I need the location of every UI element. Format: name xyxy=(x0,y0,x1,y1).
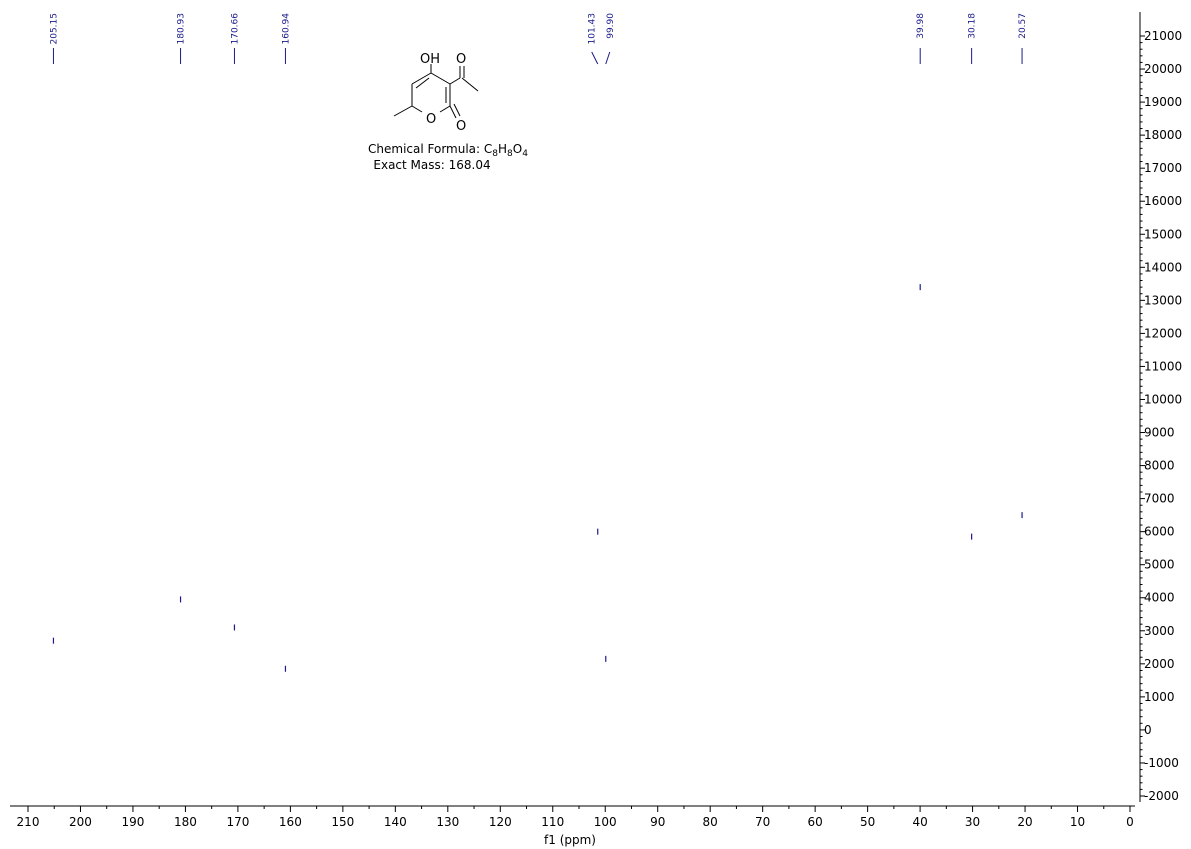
formula-part: 8 xyxy=(492,149,498,159)
x-tick-label: 40 xyxy=(912,815,927,829)
chemical-formula: Chemical Formula: C8H8O4 xyxy=(368,142,528,159)
formula-part: H xyxy=(498,142,507,156)
data-points xyxy=(52,284,1023,672)
y-tick-label: 18000 xyxy=(1144,128,1182,142)
formula-part: C xyxy=(484,142,492,156)
x-tick-label: 70 xyxy=(755,815,770,829)
x-tick-label: 130 xyxy=(436,815,459,829)
x-tick-label: 50 xyxy=(860,815,875,829)
x-tick-label: 160 xyxy=(279,815,302,829)
peak-label: 30.18 xyxy=(968,13,978,39)
y-axis: -2000 -1000 0 1000 2000 3000 4000 5000 6000 7000 8… xyxy=(1139,12,1182,803)
peak-label: 101.43 xyxy=(588,13,598,45)
y-tick-label: 8000 xyxy=(1144,459,1175,473)
y-tick-label: 7000 xyxy=(1144,492,1175,506)
x-tick-label: 190 xyxy=(121,815,144,829)
peak-label: 205.15 xyxy=(49,13,59,45)
y-tick-label: 2000 xyxy=(1144,657,1175,671)
y-tick-label: 11000 xyxy=(1144,359,1182,373)
x-tick-label: 150 xyxy=(331,815,354,829)
x-tick-label: 80 xyxy=(703,815,718,829)
peak-label: 39.98 xyxy=(916,13,926,39)
x-tick-label: 0 xyxy=(1126,815,1134,829)
x-tick-label: 110 xyxy=(541,815,564,829)
x-tick-label: 60 xyxy=(808,815,823,829)
x-tick-label: 120 xyxy=(489,815,512,829)
y-tick-label: 6000 xyxy=(1144,525,1175,539)
x-tick-label: 140 xyxy=(384,815,407,829)
peak-label-leader xyxy=(605,51,611,65)
peak-label: 170.66 xyxy=(230,13,240,45)
chemical-structure xyxy=(393,64,479,119)
y-tick-label: 17000 xyxy=(1144,161,1182,175)
x-tick-label: 200 xyxy=(69,815,92,829)
x-tick-label: 30 xyxy=(965,815,980,829)
formula-part: O xyxy=(513,142,522,156)
y-tick-label: 1000 xyxy=(1144,690,1175,704)
atom-label-carbonyl-oxygen: O xyxy=(456,52,466,67)
peak-label-leader xyxy=(591,51,599,65)
x-tick-label: 180 xyxy=(174,815,197,829)
y-tick-label: 16000 xyxy=(1144,194,1182,208)
peak-annotations: 205.15 180.93 170.66 160.94 101.43 99.90 39.98… xyxy=(49,13,1028,65)
y-tick-label: 3000 xyxy=(1144,624,1175,638)
x-tick-label: 100 xyxy=(594,815,617,829)
y-tick-label: -2000 xyxy=(1144,789,1179,803)
y-tick-label: 15000 xyxy=(1144,227,1182,241)
x-tick-label: 90 xyxy=(650,815,665,829)
atom-label-lactone-oxygen: O xyxy=(456,119,466,134)
formula-part: 8 xyxy=(507,149,513,159)
x-tick-label: 20 xyxy=(1017,815,1032,829)
y-tick-label: 21000 xyxy=(1144,29,1182,43)
y-tick-label: 5000 xyxy=(1144,558,1175,572)
y-tick-label: 20000 xyxy=(1144,62,1182,76)
x-tick-label: 170 xyxy=(226,815,249,829)
y-tick-label: 13000 xyxy=(1144,293,1182,307)
y-tick-label: 19000 xyxy=(1144,95,1182,109)
atom-label-ring-oxygen: O xyxy=(426,112,436,127)
atom-label-oh: OH xyxy=(420,52,440,67)
peak-label: 180.93 xyxy=(177,13,187,45)
x-tick-label: 210 xyxy=(17,815,40,829)
y-tick-label: 9000 xyxy=(1144,426,1175,440)
peak-label: 99.90 xyxy=(606,13,616,39)
y-tick-label: 14000 xyxy=(1144,260,1182,274)
peak-label: 160.94 xyxy=(281,13,291,45)
formula-prefix: Chemical Formula: xyxy=(368,142,484,156)
x-tick-label: 10 xyxy=(1070,815,1085,829)
y-tick-label: 12000 xyxy=(1144,326,1182,340)
y-tick-label: 4000 xyxy=(1144,591,1175,605)
exact-mass: Exact Mass: 168.04 xyxy=(373,158,490,172)
peak-label: 20.57 xyxy=(1018,13,1028,39)
formula-part: 4 xyxy=(522,149,528,159)
x-axis-title: f1 (ppm) xyxy=(544,833,596,847)
x-axis: 210 200 190 180 170 160 150 140 130 120 110 100 90 80… xyxy=(10,805,1135,829)
y-tick-label: 0 xyxy=(1144,723,1152,737)
y-tick-label: 10000 xyxy=(1144,392,1182,406)
y-tick-label: -1000 xyxy=(1144,756,1179,770)
